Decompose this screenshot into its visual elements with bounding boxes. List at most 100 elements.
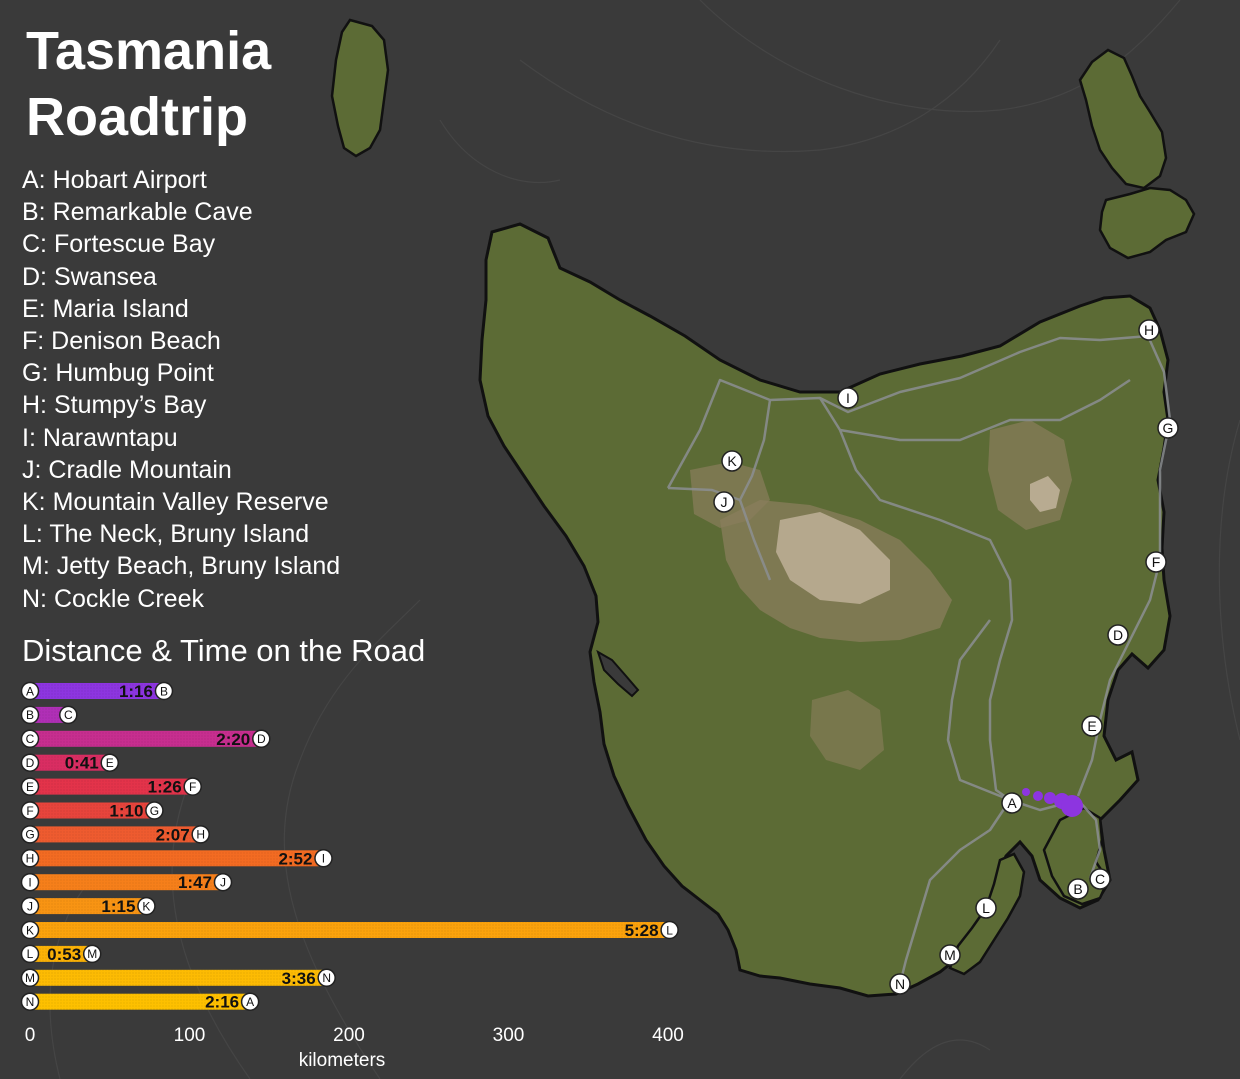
bar-start-badge: L bbox=[20, 944, 40, 964]
svg-text:L: L bbox=[666, 923, 673, 937]
cape-barren-island bbox=[1098, 186, 1196, 260]
map-marker-i: I bbox=[837, 387, 859, 409]
bar-row: H I 2:52 bbox=[20, 849, 333, 868]
bar-start-badge: M bbox=[20, 968, 40, 988]
bar-texture bbox=[30, 922, 670, 938]
svg-text:I: I bbox=[28, 876, 31, 890]
svg-text:B: B bbox=[26, 708, 34, 722]
bar-texture bbox=[30, 850, 324, 867]
legend-item: H: Stumpy’s Bay bbox=[22, 391, 207, 420]
map-marker-n: N bbox=[889, 973, 911, 995]
svg-text:F: F bbox=[189, 780, 196, 794]
map-marker-l: L bbox=[975, 897, 997, 919]
bar-start-badge: N bbox=[20, 992, 40, 1011]
svg-text:C: C bbox=[64, 708, 73, 722]
bar-texture bbox=[30, 969, 327, 986]
bar-row: D E 0:41 bbox=[20, 753, 119, 773]
map-marker-b: B bbox=[1067, 878, 1089, 900]
x-tick-label: 0 bbox=[25, 1025, 36, 1046]
legend-item: C: Fortescue Bay bbox=[22, 230, 216, 259]
svg-text:I: I bbox=[322, 852, 325, 866]
bar-texture bbox=[30, 730, 262, 747]
svg-text:M: M bbox=[944, 947, 956, 963]
legend-item: K: Mountain Valley Reserve bbox=[22, 488, 329, 517]
page-title-line2: Roadtrip bbox=[26, 87, 248, 147]
bar-time-label: 0:41 bbox=[65, 754, 99, 773]
bar-time-label: 3:36 bbox=[282, 969, 316, 988]
svg-text:K: K bbox=[26, 923, 34, 937]
bar-row: K L 5:28 bbox=[20, 920, 679, 940]
map-marker-h: H bbox=[1138, 319, 1160, 341]
svg-text:F: F bbox=[26, 804, 33, 818]
bar-time-label: 1:26 bbox=[148, 778, 182, 797]
bar-row: I J 1:47 bbox=[20, 872, 233, 892]
svg-text:A: A bbox=[26, 684, 34, 698]
x-tick-label: 400 bbox=[652, 1025, 684, 1046]
svg-text:C: C bbox=[26, 732, 35, 746]
chart-bars: A B1:16B CC D2:20D E0:41E F1:26F G1:10G H2:07H I… bbox=[20, 681, 679, 1012]
route-dot bbox=[1022, 788, 1030, 796]
svg-text:B: B bbox=[1073, 881, 1082, 897]
svg-text:G: G bbox=[25, 828, 34, 842]
bar-end-badge: A bbox=[240, 992, 260, 1011]
svg-text:K: K bbox=[142, 899, 150, 913]
legend-item: A: Hobart Airport bbox=[22, 166, 207, 194]
svg-text:J: J bbox=[220, 876, 226, 890]
map-marker-d: D bbox=[1107, 624, 1129, 646]
distance-chart: A B1:16B CC D2:20D E0:41E F1:26F G1:10G H2:07H I… bbox=[20, 681, 684, 1071]
bar-time-label: 1:15 bbox=[101, 897, 135, 916]
bar-start-badge: D bbox=[20, 753, 40, 772]
bar-texture bbox=[30, 706, 69, 723]
bar-time-label: 2:20 bbox=[216, 730, 250, 749]
bar-time-label: 2:07 bbox=[156, 825, 190, 844]
page-title-line1: Tasmania bbox=[26, 21, 272, 81]
bar-time-label: 1:47 bbox=[178, 873, 212, 892]
map-marker-m: M bbox=[939, 944, 961, 966]
bar-texture bbox=[30, 826, 201, 843]
bar-time-label: 0:53 bbox=[47, 945, 81, 964]
map-marker-k: K bbox=[721, 450, 743, 472]
map-marker-e: E bbox=[1081, 715, 1103, 737]
stop-legend: A: Hobart Airport B: Remarkable Cave C: … bbox=[22, 164, 340, 615]
bar-start-badge: G bbox=[20, 825, 40, 844]
bar-row: G H 2:07 bbox=[20, 825, 210, 844]
bar-end-badge: I bbox=[314, 849, 333, 868]
x-tick-label: 100 bbox=[174, 1025, 206, 1046]
svg-text:G: G bbox=[1163, 420, 1174, 436]
svg-text:C: C bbox=[1095, 871, 1105, 887]
svg-text:E: E bbox=[106, 756, 114, 770]
macquarie-harbour bbox=[596, 649, 640, 698]
legend-item: I: Narawntapu bbox=[22, 423, 178, 452]
svg-text:I: I bbox=[846, 390, 850, 406]
bar-row: N A 2:16 bbox=[20, 992, 260, 1012]
bar-start-badge: K bbox=[20, 920, 40, 940]
map-marker-f: F bbox=[1145, 551, 1167, 573]
bar-time-label: 2:52 bbox=[278, 849, 312, 868]
svg-text:J: J bbox=[27, 899, 33, 913]
bar-end-badge: F bbox=[183, 777, 202, 796]
bar-row: E F 1:26 bbox=[20, 777, 202, 797]
svg-text:H: H bbox=[196, 828, 205, 842]
legend-item: L: The Neck, Bruny Island bbox=[22, 520, 310, 549]
chart-xlabel: kilometers bbox=[299, 1050, 386, 1071]
bar-time-label: 1:10 bbox=[109, 802, 143, 821]
bar-row: F G 1:10 bbox=[20, 801, 164, 821]
bar-end-badge: G bbox=[145, 801, 164, 820]
svg-text:J: J bbox=[721, 494, 728, 510]
svg-text:D: D bbox=[257, 732, 266, 746]
bar-time-label: 1:16 bbox=[119, 682, 153, 701]
bar-start-badge: J bbox=[20, 896, 40, 916]
bar-texture bbox=[30, 778, 193, 795]
bar-texture bbox=[30, 898, 147, 915]
map-marker-c: C bbox=[1089, 868, 1111, 890]
svg-text:A: A bbox=[246, 995, 254, 1009]
svg-text:M: M bbox=[87, 947, 97, 961]
legend-item: J: Cradle Mountain bbox=[22, 455, 232, 484]
legend-item: G: Humbug Point bbox=[22, 359, 214, 388]
bar-row: C D 2:20 bbox=[20, 729, 271, 749]
svg-text:M: M bbox=[25, 971, 35, 985]
svg-text:N: N bbox=[895, 976, 905, 992]
route-dot bbox=[1033, 791, 1043, 801]
